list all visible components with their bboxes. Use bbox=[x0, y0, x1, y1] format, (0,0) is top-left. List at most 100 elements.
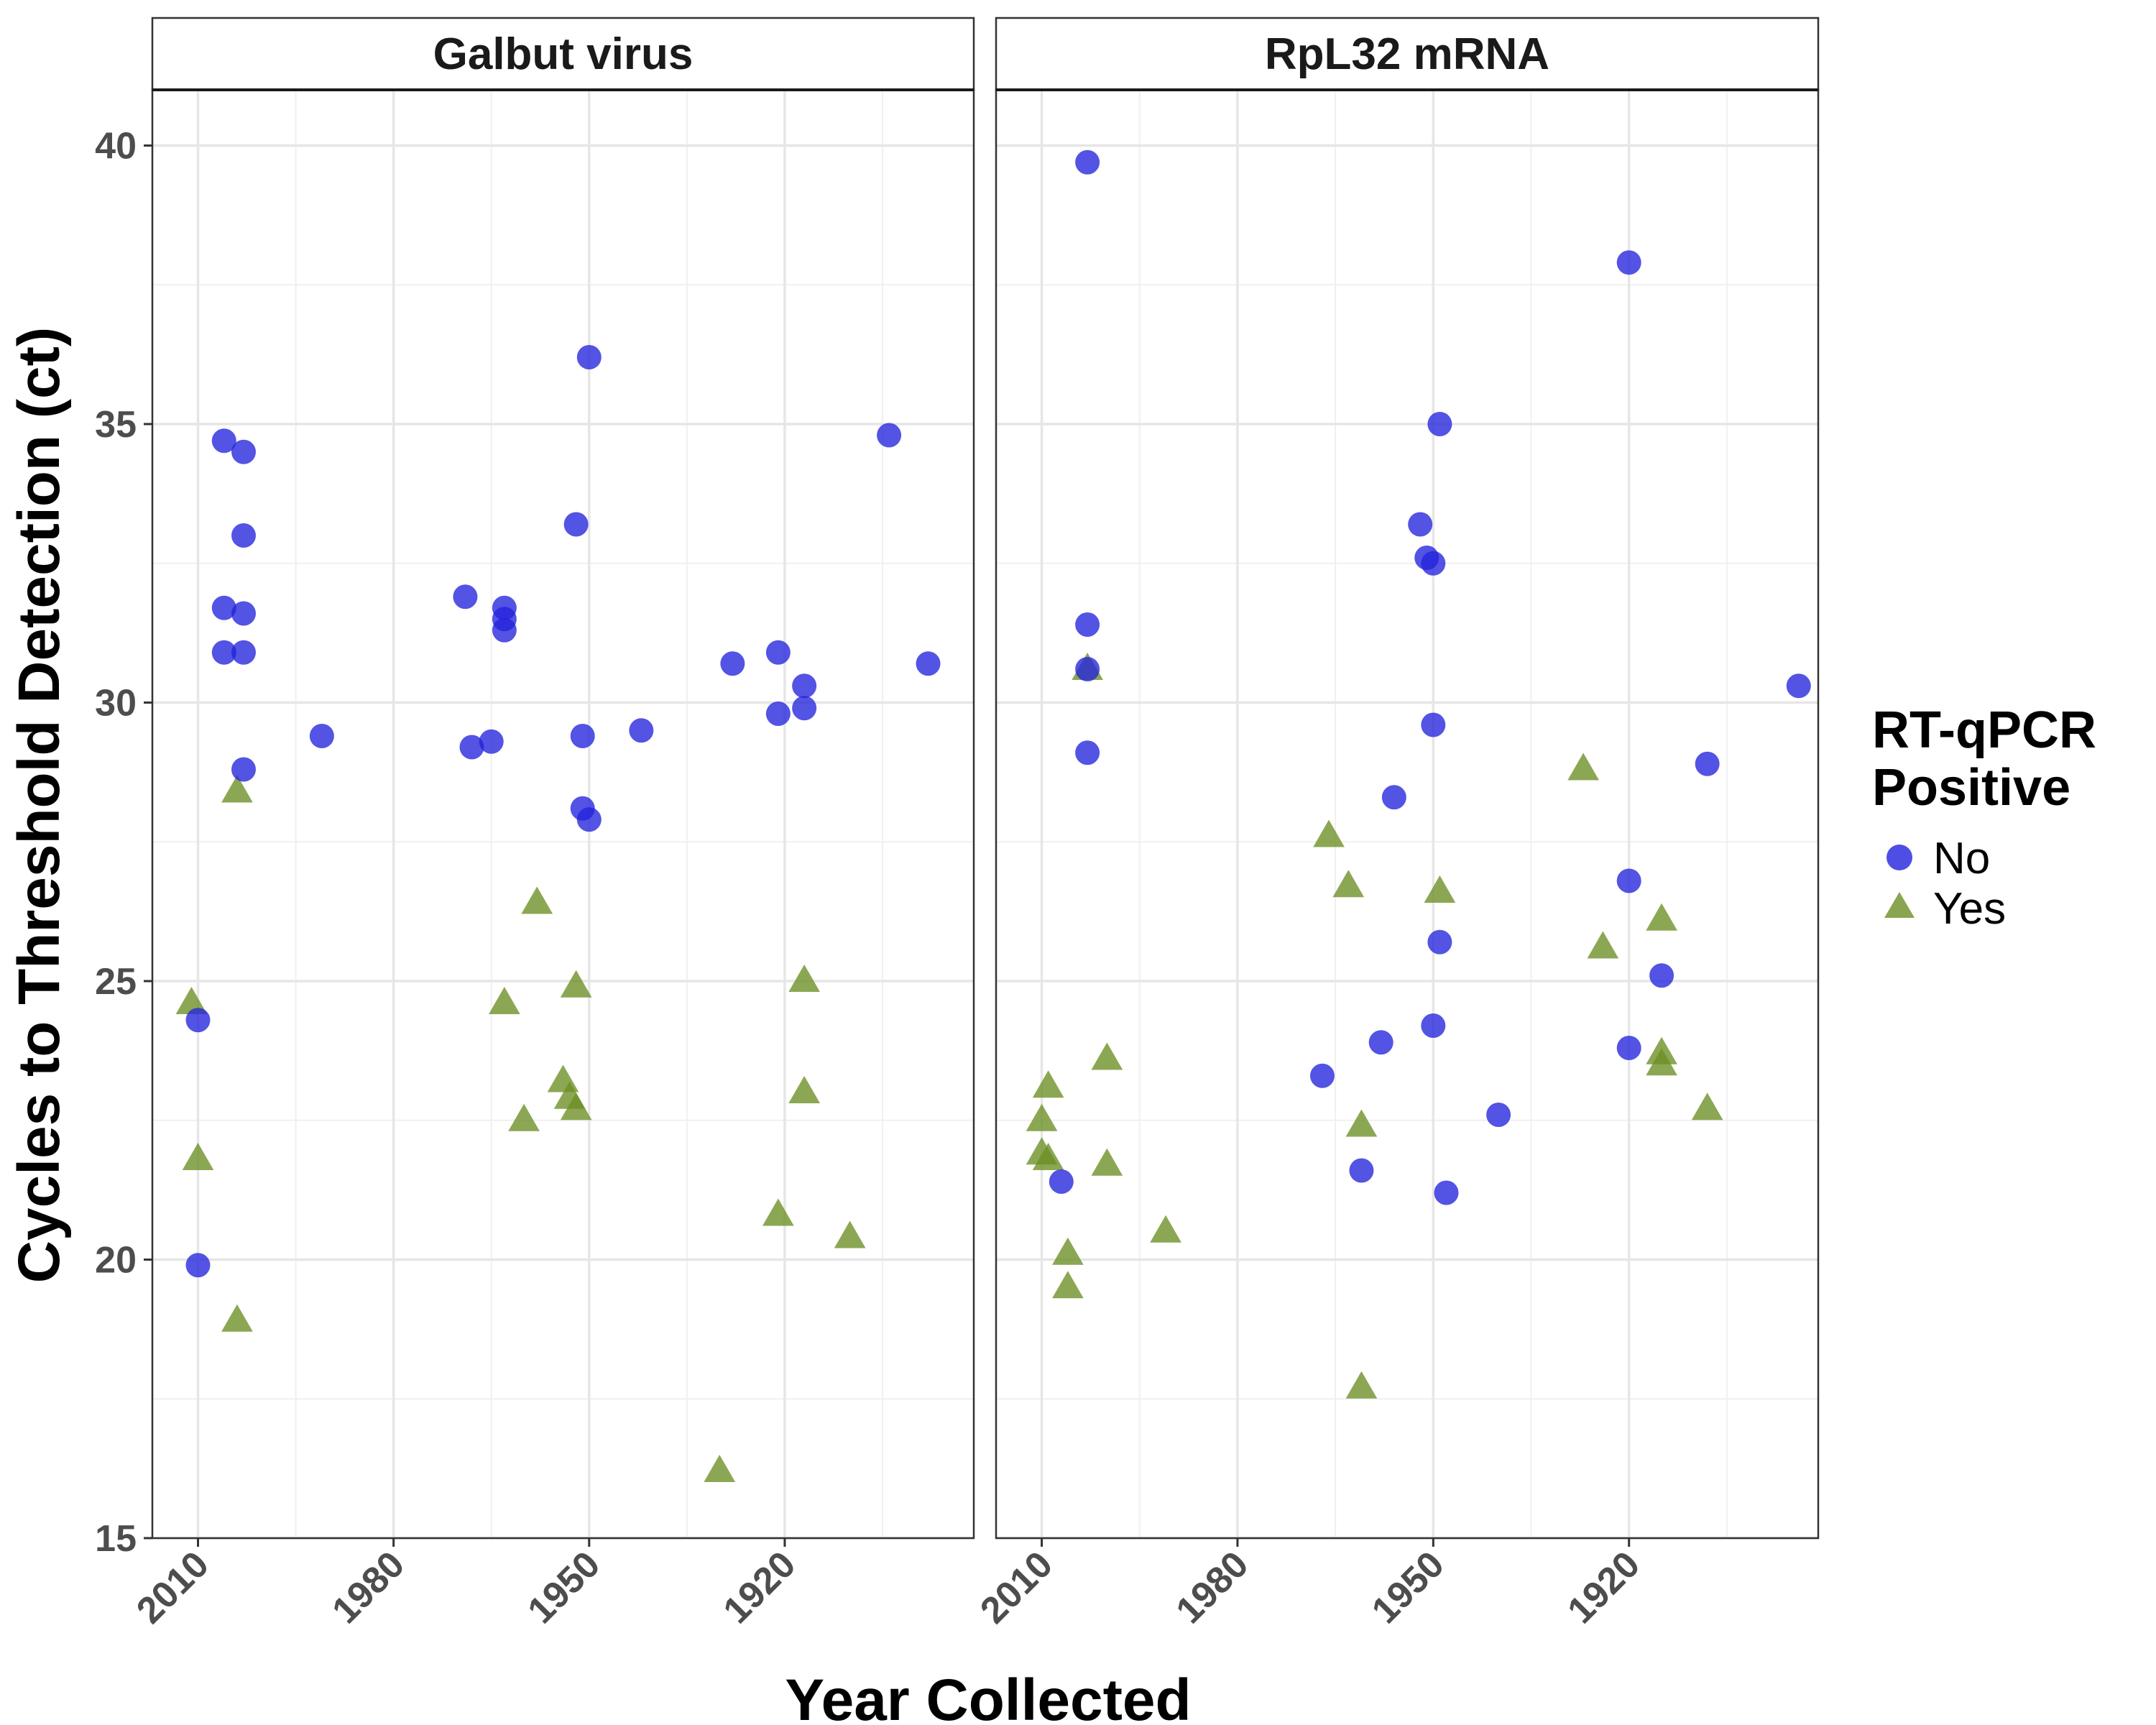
point-negative bbox=[1616, 868, 1641, 893]
y-tick-label: 20 bbox=[95, 1240, 137, 1282]
point-positive bbox=[1691, 1092, 1723, 1121]
y-tick-label: 30 bbox=[95, 683, 137, 724]
point-positive bbox=[489, 987, 520, 1014]
point-positive bbox=[1091, 1148, 1123, 1176]
point-positive bbox=[560, 1092, 592, 1121]
point-positive bbox=[1587, 931, 1619, 959]
strip-title-rpl32-mrna: RpL32 mRNA bbox=[1265, 29, 1549, 79]
point-positive bbox=[1032, 1070, 1064, 1098]
point-negative bbox=[1421, 712, 1446, 737]
point-negative bbox=[1421, 551, 1446, 576]
point-negative bbox=[231, 439, 256, 464]
point-negative bbox=[765, 702, 791, 726]
point-negative bbox=[563, 512, 589, 537]
point-negative bbox=[459, 735, 484, 760]
point-positive bbox=[1567, 753, 1599, 781]
point-negative bbox=[492, 617, 517, 643]
point-negative bbox=[231, 523, 256, 548]
point-positive bbox=[1332, 870, 1365, 898]
legend-title-line1: RT-qPCR bbox=[1872, 702, 2096, 759]
point-negative bbox=[765, 640, 791, 665]
x-tick-label: 2010 bbox=[972, 1543, 1061, 1632]
point-negative bbox=[185, 1253, 211, 1278]
y-tick-label: 40 bbox=[95, 126, 137, 167]
point-positive bbox=[1313, 819, 1345, 847]
point-positive bbox=[834, 1220, 866, 1248]
point-positive bbox=[1646, 903, 1677, 931]
y-tick-label: 25 bbox=[95, 961, 137, 1003]
x-tick-label: 1950 bbox=[520, 1543, 608, 1632]
point-positive bbox=[763, 1198, 794, 1226]
point-negative bbox=[916, 651, 941, 676]
point-negative bbox=[1486, 1103, 1511, 1127]
panel-border-galbut-virus bbox=[151, 88, 975, 1540]
point-negative bbox=[1049, 1169, 1074, 1194]
y-axis-title: Cycles to Threshold Detection (ct) bbox=[6, 327, 72, 1283]
point-positive bbox=[1032, 1143, 1064, 1170]
point-positive bbox=[1091, 1042, 1123, 1070]
x-axis-title: Year Collected bbox=[785, 1668, 1191, 1725]
point-positive bbox=[221, 1304, 253, 1332]
point-positive bbox=[547, 1064, 579, 1092]
panel-galbut-virus: Galbut virus bbox=[151, 17, 975, 1540]
point-positive bbox=[1424, 875, 1456, 903]
point-negative bbox=[1075, 657, 1100, 681]
point-negative bbox=[211, 640, 236, 665]
point-positive bbox=[788, 965, 820, 992]
point-positive bbox=[704, 1455, 736, 1482]
point-negative bbox=[1695, 751, 1720, 776]
point-negative bbox=[1349, 1158, 1374, 1183]
point-negative bbox=[1427, 929, 1452, 954]
point-negative bbox=[720, 651, 745, 676]
y-axis-ticks: 15 20 25 30 35 40 bbox=[95, 126, 152, 1560]
grid-rpl32-mrna bbox=[996, 90, 1818, 1540]
point-negative bbox=[453, 584, 478, 610]
point-negative bbox=[231, 601, 256, 626]
x-tick-label: 1980 bbox=[1169, 1543, 1257, 1632]
y-tick-label: 35 bbox=[95, 404, 137, 446]
point-positive bbox=[1345, 1371, 1378, 1399]
point-negative bbox=[1075, 150, 1100, 175]
point-negative bbox=[1381, 785, 1406, 810]
y-tick-label: 15 bbox=[95, 1518, 137, 1560]
point-negative bbox=[576, 345, 602, 369]
point-positive bbox=[521, 886, 553, 914]
point-negative bbox=[1786, 673, 1811, 699]
point-positive bbox=[221, 775, 253, 803]
point-negative bbox=[211, 428, 236, 454]
point-negative bbox=[1368, 1030, 1393, 1055]
points-galbut-virus bbox=[175, 345, 941, 1482]
x-tick-label: 1980 bbox=[324, 1543, 413, 1632]
point-negative bbox=[231, 757, 256, 782]
point-negative bbox=[1408, 512, 1433, 537]
point-negative bbox=[1427, 412, 1452, 436]
x-tick-label: 1950 bbox=[1364, 1543, 1452, 1632]
legend-title-line2: Positive bbox=[1872, 759, 2070, 816]
point-negative bbox=[1649, 963, 1674, 988]
point-positive bbox=[182, 1143, 214, 1170]
point-negative bbox=[1309, 1063, 1335, 1088]
legend-label-yes: Yes bbox=[1933, 884, 2006, 934]
point-negative bbox=[1075, 740, 1100, 765]
legend-label-no: No bbox=[1933, 834, 1990, 883]
strip-title-galbut-virus: Galbut virus bbox=[433, 29, 694, 79]
point-negative bbox=[570, 724, 595, 748]
point-negative bbox=[479, 729, 504, 754]
point-positive bbox=[560, 970, 592, 998]
point-positive bbox=[1646, 1048, 1677, 1076]
points-rpl32-mrna bbox=[1026, 150, 1811, 1399]
point-positive bbox=[1052, 1237, 1084, 1265]
point-negative bbox=[1075, 612, 1100, 637]
point-negative bbox=[211, 595, 236, 620]
point-negative bbox=[231, 640, 256, 665]
point-negative bbox=[1616, 250, 1641, 275]
point-positive bbox=[1052, 1271, 1084, 1299]
grid-galbut-virus bbox=[152, 90, 974, 1540]
panel-rpl32-mrna: RpL32 mRNA bbox=[995, 17, 1820, 1540]
point-positive bbox=[1345, 1109, 1378, 1137]
point-positive bbox=[175, 987, 208, 1014]
point-positive bbox=[1150, 1215, 1181, 1243]
point-positive bbox=[1026, 1103, 1058, 1131]
point-negative bbox=[1616, 1036, 1641, 1060]
